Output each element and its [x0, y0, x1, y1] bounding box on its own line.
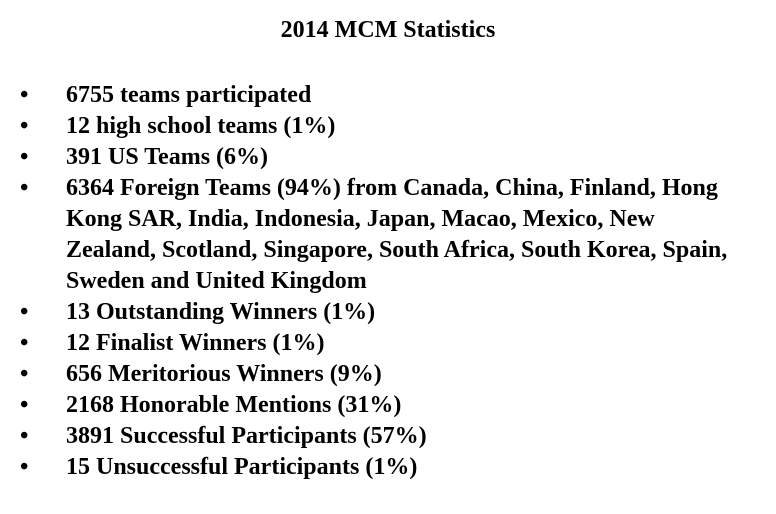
bullet-icon: •	[20, 361, 29, 387]
bullet-icon: •	[20, 330, 29, 356]
list-item: • 2168 Honorable Mentions (31%)	[0, 390, 746, 421]
list-item-text: 3891 Successful Participants (57%)	[66, 423, 427, 449]
statistics-list: • 6755 teams participated • 12 high scho…	[0, 80, 776, 483]
list-item-text: 2168 Honorable Mentions (31%)	[66, 392, 402, 418]
list-item: • 6755 teams participated	[0, 80, 746, 111]
bullet-icon: •	[20, 454, 29, 480]
list-item-text: 13 Outstanding Winners (1%)	[66, 299, 376, 325]
list-item: • 656 Meritorious Winners (9%)	[0, 359, 746, 390]
list-item-text: 12 Finalist Winners (1%)	[66, 330, 325, 356]
page-title: 2014 MCM Statistics	[280, 17, 496, 43]
list-item: • 391 US Teams (6%)	[0, 142, 746, 173]
bullet-icon: •	[20, 113, 29, 139]
list-item-text: 6364 Foreign Teams (94%) from Canada, Ch…	[66, 175, 728, 294]
bullet-icon: •	[20, 144, 29, 170]
list-item: • 6364 Foreign Teams (94%) from Canada, …	[0, 173, 746, 297]
bullet-icon: •	[20, 82, 29, 108]
bullet-icon: •	[20, 423, 29, 449]
list-item: • 12 Finalist Winners (1%)	[0, 328, 746, 359]
list-item: • 13 Outstanding Winners (1%)	[0, 297, 746, 328]
list-item-text: 15 Unsuccessful Participants (1%)	[66, 454, 418, 480]
list-item: • 15 Unsuccessful Participants (1%)	[0, 452, 746, 483]
list-item: • 3891 Successful Participants (57%)	[0, 421, 746, 452]
list-item-text: 12 high school teams (1%)	[66, 113, 336, 139]
list-item-text: 656 Meritorious Winners (9%)	[66, 361, 382, 387]
list-item-text: 391 US Teams (6%)	[66, 144, 269, 170]
bullet-icon: •	[20, 299, 29, 325]
list-item: • 12 high school teams (1%)	[0, 111, 746, 142]
bullet-icon: •	[20, 175, 29, 201]
bullet-icon: •	[20, 392, 29, 418]
list-item-text: 6755 teams participated	[66, 82, 312, 108]
